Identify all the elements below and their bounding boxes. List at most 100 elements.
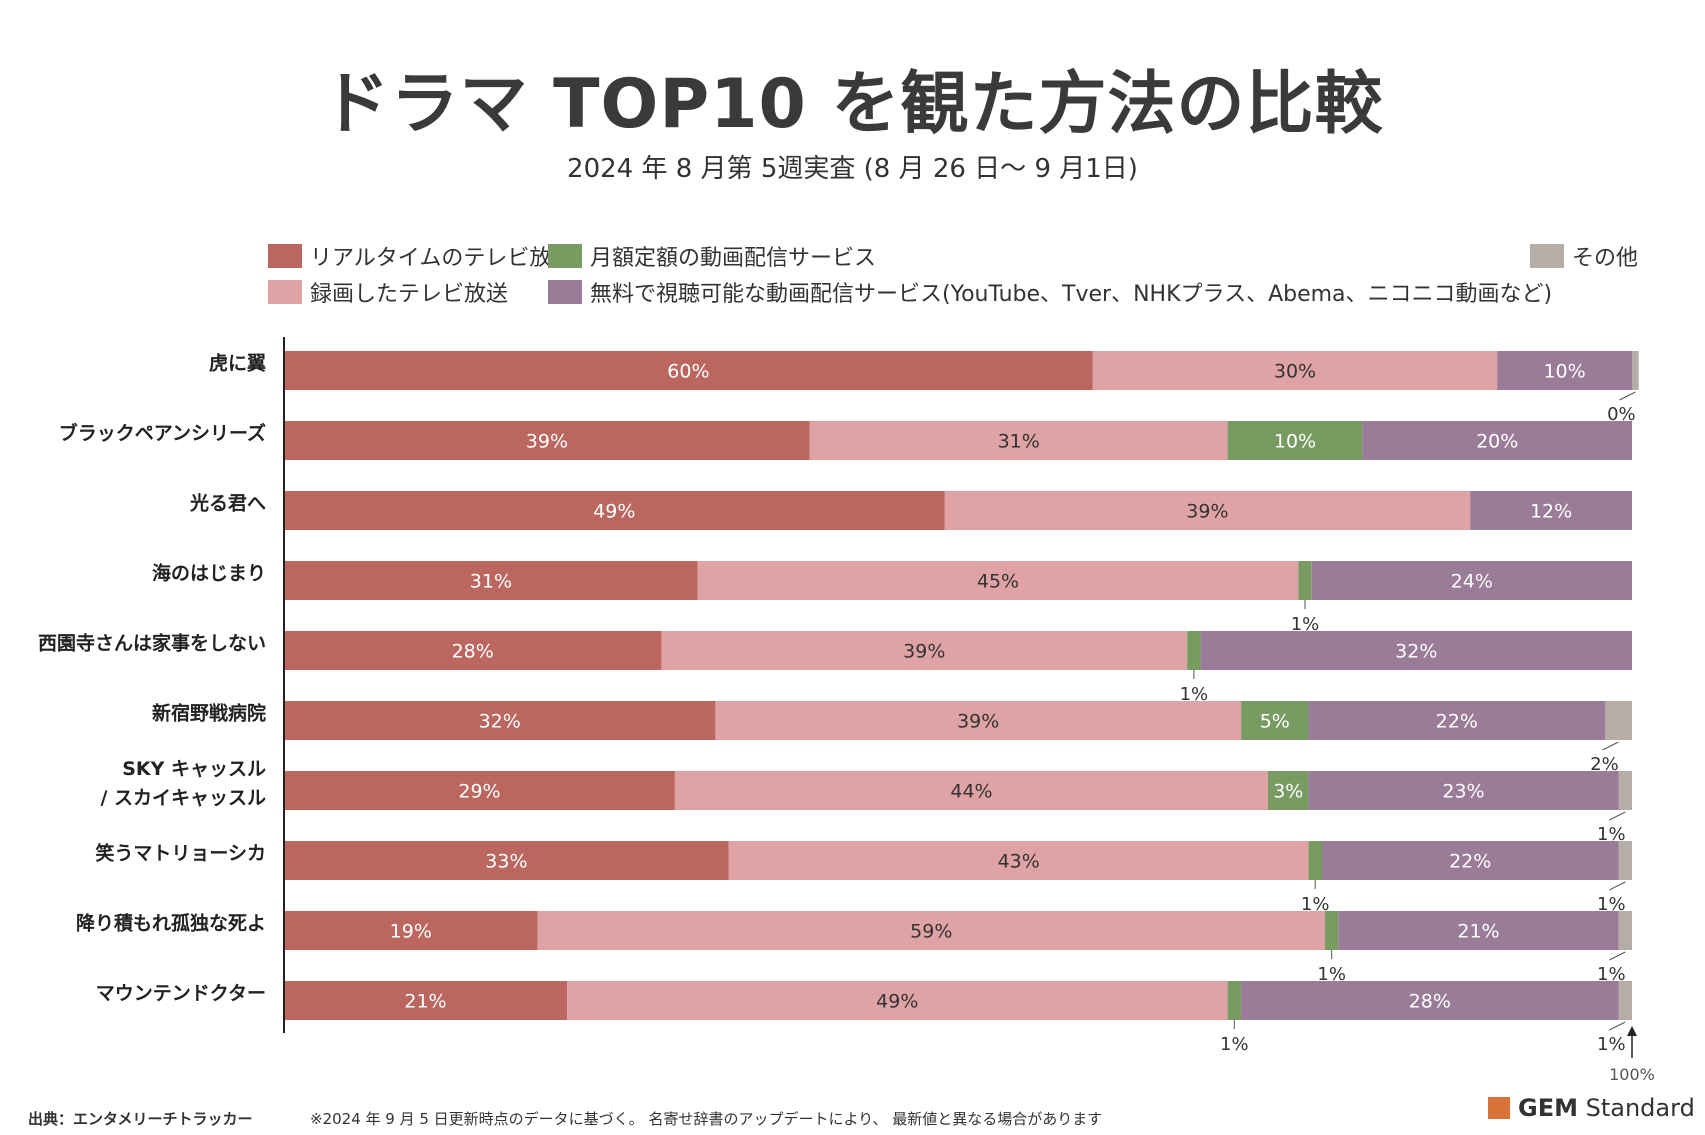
bar-segment [1605,701,1632,740]
bar-segment [1618,981,1632,1020]
brand-logo: GEM Standard [1488,1094,1695,1122]
data-label: 30% [1274,361,1316,383]
brand-name: GEM Standard [1518,1094,1695,1122]
bar-segment [284,631,662,670]
data-label: 2% [1590,754,1619,775]
data-label: 21% [1457,921,1499,943]
legend-label-recorded: 録画したテレビ放送 [310,282,509,307]
data-label: 1% [1597,964,1626,985]
category-label: 海のはじまり [152,562,266,585]
leader-line [1619,391,1636,401]
bar-segment [1618,911,1632,950]
data-label: 10% [1543,361,1585,383]
category-label: 西園寺さんは家事をしない [38,632,266,655]
data-label: 32% [1395,641,1437,663]
data-label: 39% [526,431,568,453]
bar-segment [1200,631,1632,670]
category-label: マウンテンドクター [96,983,266,1005]
footer-source: 出典：エンタメリーチトラッカー [28,1110,253,1128]
category-label: / スカイキャッスル [100,787,266,809]
total-arrow-head [1627,1026,1637,1036]
category-label: ブラックペアンシリーズ [59,422,266,445]
data-label: 0% [1607,404,1636,425]
bar-segment [284,841,729,880]
bar-segment [1187,631,1201,670]
category-label: 降り積もれ孤独な死よ [76,912,266,935]
leader-line [1609,951,1626,961]
legend-swatch-other [1530,244,1564,268]
bar-segment [1308,701,1606,740]
leader-line [1609,881,1626,891]
bar-segment [697,561,1299,600]
bar-segment [1227,421,1363,460]
data-label: 33% [485,851,527,873]
bar-segment [1497,351,1632,390]
data-label: 19% [390,921,432,943]
category-label: 笑うマトリョーシカ [95,842,266,865]
data-label: 39% [957,711,999,733]
bar-segment [1325,911,1339,950]
data-label: 39% [903,641,945,663]
bar-segment [284,421,810,460]
legend-item-free: 無料で視聴可能な動画配信サービス(YouTube、Tver、NHKプラス、Abe… [548,276,1552,308]
data-label: 28% [1409,991,1451,1013]
leader-line [1609,811,1626,821]
category-label: 新宿野戦病院 [152,702,266,725]
data-label: 28% [452,641,494,663]
bar-segment [1322,841,1619,880]
data-label: 1% [1597,1034,1626,1055]
data-label: 1% [1180,684,1209,705]
data-label: 10% [1274,431,1316,453]
data-label: 45% [977,571,1019,593]
data-label: 29% [458,781,500,803]
legend-label-free: 無料で視聴可能な動画配信サービス(YouTube、Tver、NHKプラス、Abe… [590,282,1553,307]
data-label: 1% [1597,824,1626,845]
data-label: 22% [1436,711,1478,733]
legend-item-realtime: リアルタイムのテレビ放送 [268,240,573,272]
data-label: 5% [1260,711,1290,733]
bar-segment [1618,771,1632,810]
bar-segment [284,771,675,810]
bar-segment [1362,421,1632,460]
bar-segment [284,701,716,740]
bar-segment [284,981,568,1020]
bar-segment [1268,771,1309,810]
bar-segment [1241,701,1309,740]
bar-segment [944,491,1471,530]
bar-segment [1227,981,1242,1020]
bar-segment [537,911,1325,950]
bar-segment [1632,351,1639,390]
bar-segment [284,491,945,530]
bar-segment [1308,771,1619,810]
bar-segment [674,771,1268,810]
data-label: 21% [404,991,446,1013]
data-label: 31% [470,571,512,593]
data-label: 44% [950,781,992,803]
bar-segment [728,841,1309,880]
leader-line [1609,1021,1626,1031]
legend-label-other: その他 [1572,246,1639,271]
bar-segment [809,421,1228,460]
data-label: 43% [998,851,1040,873]
data-label: 1% [1291,614,1320,635]
bar-segment [284,561,698,600]
data-label: 12% [1530,501,1572,523]
data-label: 59% [910,921,952,943]
bar-segment [1308,841,1322,880]
data-label: 31% [998,431,1040,453]
data-label: 20% [1476,431,1518,453]
category-label: 光る君へ [189,492,266,515]
chart-subtitle: 2024 年 8 月第 5週実査 (8 月 26 日〜 9 月1日) [567,154,1138,184]
data-label: 49% [593,501,635,523]
category-label: 虎に翼 [209,352,266,375]
bar-segment [284,351,1093,390]
leader-line [1602,741,1619,751]
footer-note: ※2024 年 9 月 5 日更新時点のデータに基づく。 名寄せ辞書のアップデー… [310,1110,1103,1128]
bar-segment [1092,351,1498,390]
legend-item-other: その他 [1530,240,1638,272]
data-label: 24% [1451,571,1493,593]
legend-swatch-recorded [268,280,302,304]
data-label: 39% [1186,501,1228,523]
chart-title: ドラマ TOP10 を観た方法の比較 [321,65,1384,144]
